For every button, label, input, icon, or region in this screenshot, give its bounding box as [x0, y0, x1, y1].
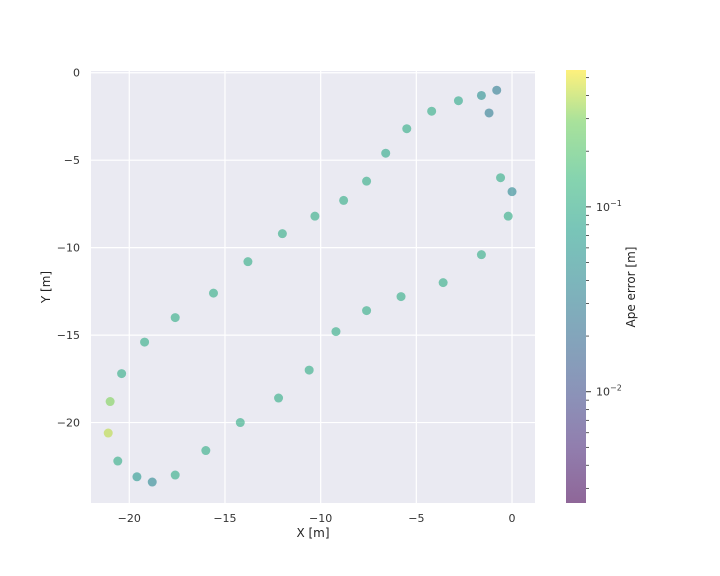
y-tick-label: −20 [57, 417, 80, 430]
trajectory-point [235, 418, 245, 428]
colorbar-tick-label: 10−1 [596, 199, 622, 214]
trajectory-point [476, 90, 486, 100]
trajectory-point [476, 250, 486, 260]
trajectory-point [503, 211, 513, 221]
trajectory-point [507, 187, 517, 197]
trajectory-point [402, 124, 412, 134]
y-tick-label: −10 [57, 242, 80, 255]
plot-area [91, 71, 535, 503]
grid [91, 71, 535, 503]
trajectory-point [496, 173, 506, 183]
trajectory-point [201, 446, 211, 456]
trajectory-point [277, 229, 287, 239]
trajectory-point [362, 176, 372, 186]
trajectory-point [170, 313, 180, 323]
trajectory-point [438, 278, 448, 288]
trajectory-point [427, 106, 437, 116]
colorbar-ticks: 10−2 10−1 [586, 77, 622, 489]
trajectory-points [103, 85, 517, 487]
trajectory-point [113, 456, 123, 466]
colorbar [566, 70, 586, 503]
trajectory-point [484, 108, 494, 118]
trajectory-point [140, 337, 150, 347]
colorbar-tick-label: 10−2 [596, 384, 622, 399]
x-axis-ticks: −20 −15 −10 −5 0 [118, 512, 516, 525]
trajectory-point [117, 369, 127, 379]
colorbar-label: Ape error [m] [624, 247, 638, 328]
trajectory-point [331, 327, 341, 337]
y-tick-label: −15 [57, 329, 80, 342]
x-tick-label: −10 [309, 512, 332, 525]
trajectory-point [310, 211, 320, 221]
trajectory-point [132, 472, 142, 482]
y-axis-label: Y [m] [39, 271, 53, 304]
y-tick-label: −5 [64, 154, 80, 167]
x-tick-label: −15 [213, 512, 236, 525]
trajectory-point [396, 292, 406, 302]
x-tick-label: −20 [118, 512, 141, 525]
trajectory-point [243, 257, 253, 267]
x-tick-label: −5 [408, 512, 424, 525]
x-axis-label: X [m] [296, 526, 329, 540]
trajectory-point [453, 96, 463, 106]
trajectory-point [170, 470, 180, 480]
trajectory-point [362, 306, 372, 316]
trajectory-point [381, 148, 391, 158]
y-tick-label: 0 [73, 67, 80, 80]
trajectory-point [208, 288, 218, 298]
trajectory-point [103, 428, 113, 438]
trajectory-point [274, 393, 284, 403]
trajectory-point [492, 85, 502, 95]
trajectory-point [105, 397, 115, 407]
y-axis-ticks: 0 −5 −10 −15 −20 [57, 67, 80, 430]
trajectory-point [339, 195, 349, 205]
trajectory-point [304, 365, 314, 375]
x-tick-label: 0 [509, 512, 516, 525]
trajectory-point [147, 477, 157, 487]
